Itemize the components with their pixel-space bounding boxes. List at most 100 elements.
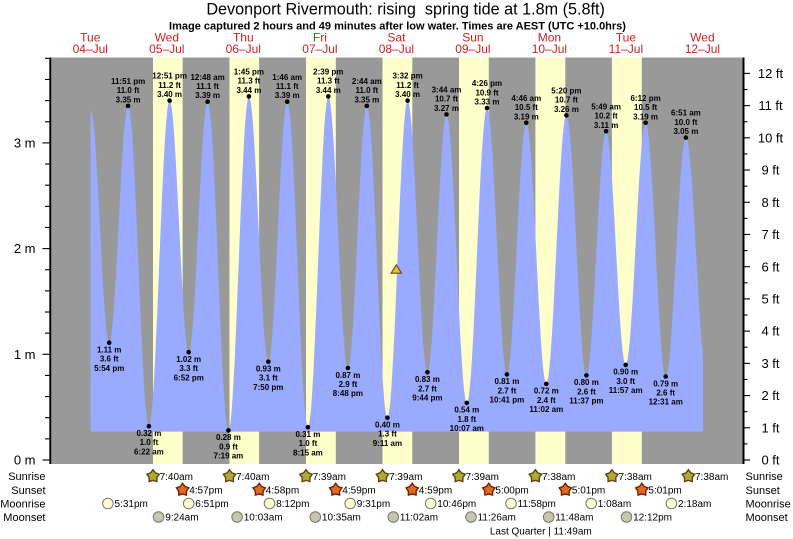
- svg-text:3.35 m: 3.35 m: [116, 95, 141, 104]
- svg-text:3 ft: 3 ft: [761, 356, 779, 371]
- svg-text:9:31pm: 9:31pm: [357, 499, 390, 510]
- svg-text:11:58pm: 11:58pm: [518, 499, 556, 510]
- svg-text:Sun: Sun: [462, 30, 483, 44]
- svg-text:05–Jul: 05–Jul: [149, 42, 184, 56]
- svg-text:5:01pm: 5:01pm: [572, 485, 605, 496]
- svg-text:08–Jul: 08–Jul: [379, 42, 414, 56]
- svg-text:07–Jul: 07–Jul: [302, 42, 337, 56]
- svg-text:4:59pm: 4:59pm: [419, 485, 452, 496]
- svg-text:2.6 ft: 2.6 ft: [577, 387, 596, 396]
- svg-text:10–Jul: 10–Jul: [532, 42, 567, 56]
- svg-text:Sunset: Sunset: [11, 485, 45, 497]
- svg-text:3:32 pm: 3:32 pm: [392, 72, 422, 81]
- svg-text:2:39 pm: 2:39 pm: [313, 68, 343, 77]
- svg-text:Tue: Tue: [616, 30, 637, 44]
- svg-text:10.7 ft: 10.7 ft: [555, 96, 578, 105]
- svg-text:3 m: 3 m: [14, 136, 36, 151]
- svg-text:11–Jul: 11–Jul: [609, 42, 643, 56]
- svg-text:10.9 ft: 10.9 ft: [475, 88, 498, 97]
- svg-text:0.83 m: 0.83 m: [415, 375, 440, 384]
- svg-text:4 ft: 4 ft: [761, 324, 779, 339]
- svg-text:3.11 m: 3.11 m: [594, 121, 618, 130]
- svg-text:2:18am: 2:18am: [678, 499, 711, 510]
- svg-text:0.28 m: 0.28 m: [216, 433, 241, 442]
- svg-text:10:41 pm: 10:41 pm: [490, 396, 525, 405]
- svg-text:06–Jul: 06–Jul: [226, 42, 261, 56]
- svg-text:3.27 m: 3.27 m: [434, 104, 459, 113]
- svg-text:10:46pm: 10:46pm: [437, 499, 476, 510]
- svg-text:3.44 m: 3.44 m: [236, 86, 261, 95]
- svg-text:11.0 ft: 11.0 ft: [117, 86, 140, 95]
- svg-text:5:49 am: 5:49 am: [591, 102, 621, 111]
- svg-text:10:35am: 10:35am: [322, 513, 361, 524]
- svg-text:1.8 ft: 1.8 ft: [457, 415, 476, 424]
- svg-text:Fri: Fri: [313, 30, 327, 44]
- svg-text:3:44 am: 3:44 am: [432, 86, 462, 95]
- svg-text:Moonset: Moonset: [3, 512, 45, 524]
- svg-text:2.7 ft: 2.7 ft: [418, 384, 437, 393]
- svg-text:10.7 ft: 10.7 ft: [435, 95, 458, 104]
- svg-text:0.80 m: 0.80 m: [574, 378, 599, 387]
- svg-text:12:51 pm: 12:51 pm: [152, 72, 187, 81]
- svg-text:7:40am: 7:40am: [236, 472, 269, 483]
- svg-text:5:20 pm: 5:20 pm: [551, 87, 581, 96]
- svg-text:0.32 m: 0.32 m: [136, 429, 161, 438]
- svg-text:0.93 m: 0.93 m: [256, 365, 281, 374]
- svg-text:Moonset: Moonset: [746, 512, 788, 524]
- svg-text:1:46 am: 1:46 am: [272, 73, 302, 82]
- svg-text:1.02 m: 1.02 m: [176, 355, 201, 364]
- svg-text:11:57 am: 11:57 am: [609, 386, 643, 395]
- svg-text:Sunset: Sunset: [746, 485, 780, 497]
- svg-text:7 ft: 7 ft: [761, 227, 779, 242]
- svg-text:Moonrise: Moonrise: [0, 499, 45, 511]
- svg-text:3.35 m: 3.35 m: [354, 95, 379, 104]
- svg-text:1 m: 1 m: [14, 347, 36, 362]
- svg-text:7:19 am: 7:19 am: [214, 452, 244, 461]
- svg-text:3.19 m: 3.19 m: [633, 112, 658, 121]
- svg-text:10.2 ft: 10.2 ft: [595, 112, 618, 121]
- svg-text:11.1 ft: 11.1 ft: [276, 82, 299, 91]
- svg-text:11:48am: 11:48am: [555, 513, 593, 524]
- svg-text:11:51 pm: 11:51 pm: [111, 77, 145, 86]
- svg-text:11.2 ft: 11.2 ft: [396, 81, 419, 90]
- svg-text:6:52 pm: 6:52 pm: [174, 373, 204, 382]
- svg-text:3.3 ft: 3.3 ft: [179, 364, 198, 373]
- svg-text:7:39am: 7:39am: [466, 472, 499, 483]
- svg-text:0.40 m: 0.40 m: [375, 421, 400, 430]
- svg-text:4:57pm: 4:57pm: [189, 485, 222, 496]
- svg-text:1.3 ft: 1.3 ft: [378, 430, 397, 439]
- svg-text:8 ft: 8 ft: [761, 195, 779, 210]
- svg-text:10:03am: 10:03am: [244, 513, 283, 524]
- svg-text:9 ft: 9 ft: [761, 163, 779, 178]
- svg-text:7:50 pm: 7:50 pm: [253, 383, 283, 392]
- svg-text:12:12pm: 12:12pm: [633, 513, 672, 524]
- svg-text:9:24am: 9:24am: [165, 513, 198, 524]
- svg-text:6:12 pm: 6:12 pm: [630, 94, 660, 103]
- svg-text:3.19 m: 3.19 m: [514, 112, 539, 121]
- svg-text:Sunrise: Sunrise: [746, 471, 783, 483]
- svg-text:11.1 ft: 11.1 ft: [196, 82, 219, 91]
- svg-text:12 ft: 12 ft: [758, 66, 784, 81]
- svg-text:2.6 ft: 2.6 ft: [656, 389, 675, 398]
- svg-text:11:37 pm: 11:37 pm: [569, 397, 603, 406]
- svg-text:2.7 ft: 2.7 ft: [498, 386, 517, 395]
- svg-text:12–Jul: 12–Jul: [685, 42, 720, 56]
- svg-text:0.72 m: 0.72 m: [534, 387, 559, 396]
- svg-text:3.1 ft: 3.1 ft: [259, 374, 278, 383]
- svg-text:12:31 am: 12:31 am: [649, 398, 683, 407]
- svg-text:0 m: 0 m: [14, 453, 36, 468]
- svg-text:1.0 ft: 1.0 ft: [140, 438, 159, 447]
- svg-text:3.40 m: 3.40 m: [157, 90, 182, 99]
- svg-text:0.31 m: 0.31 m: [295, 430, 320, 439]
- svg-text:Image captured 2 hours and 49: Image captured 2 hours and 49 minutes af…: [169, 20, 626, 32]
- svg-text:Mon: Mon: [538, 30, 561, 44]
- svg-text:3.39 m: 3.39 m: [275, 91, 300, 100]
- svg-text:Tue: Tue: [80, 30, 101, 44]
- svg-text:0 ft: 0 ft: [761, 453, 779, 468]
- svg-text:8:48 pm: 8:48 pm: [333, 389, 363, 398]
- svg-text:11.0 ft: 11.0 ft: [355, 86, 378, 95]
- svg-text:0.79 m: 0.79 m: [653, 379, 678, 388]
- svg-text:3.39 m: 3.39 m: [195, 91, 220, 100]
- svg-text:6 ft: 6 ft: [761, 259, 779, 274]
- svg-text:Moonrise: Moonrise: [746, 499, 791, 511]
